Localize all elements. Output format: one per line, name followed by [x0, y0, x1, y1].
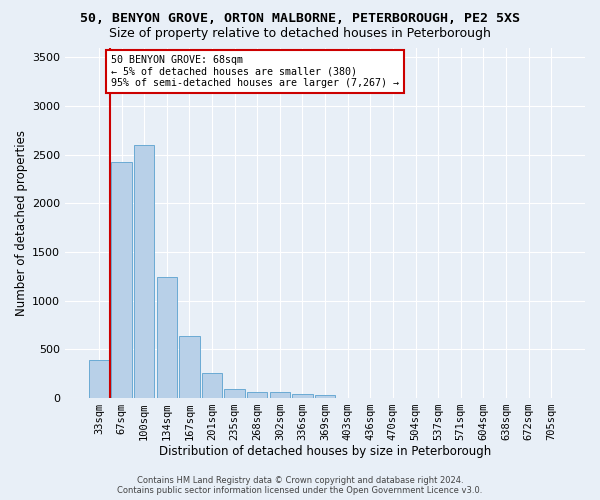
Bar — [224, 388, 245, 398]
Bar — [112, 162, 132, 398]
Bar — [247, 392, 268, 398]
Bar — [269, 392, 290, 398]
Bar — [134, 145, 154, 398]
Text: Size of property relative to detached houses in Peterborough: Size of property relative to detached ho… — [109, 28, 491, 40]
Bar — [89, 360, 109, 398]
Text: Contains HM Land Registry data © Crown copyright and database right 2024.
Contai: Contains HM Land Registry data © Crown c… — [118, 476, 482, 495]
Text: 50 BENYON GROVE: 68sqm
← 5% of detached houses are smaller (380)
95% of semi-det: 50 BENYON GROVE: 68sqm ← 5% of detached … — [112, 56, 400, 88]
Bar — [315, 395, 335, 398]
X-axis label: Distribution of detached houses by size in Peterborough: Distribution of detached houses by size … — [159, 444, 491, 458]
Bar — [179, 336, 200, 398]
Y-axis label: Number of detached properties: Number of detached properties — [15, 130, 28, 316]
Bar — [202, 372, 222, 398]
Text: 50, BENYON GROVE, ORTON MALBORNE, PETERBOROUGH, PE2 5XS: 50, BENYON GROVE, ORTON MALBORNE, PETERB… — [80, 12, 520, 26]
Bar — [157, 278, 177, 398]
Bar — [292, 394, 313, 398]
